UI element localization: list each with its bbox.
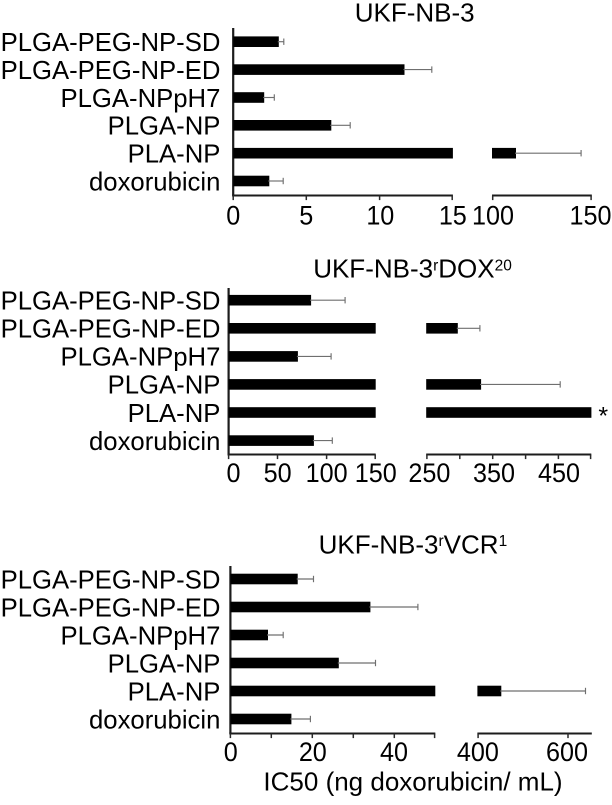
svg-text:PLGA-PEG-NP-SD: PLGA-PEG-NP-SD <box>1 29 221 57</box>
svg-text:100: 100 <box>306 459 348 488</box>
svg-text:400: 400 <box>457 738 499 767</box>
svg-text:UKF-NB-3rVCR1: UKF-NB-3rVCR1 <box>319 529 508 559</box>
svg-text:UKF-NB-3: UKF-NB-3 <box>355 0 475 28</box>
svg-text:PLGA-NP: PLGA-NP <box>108 113 221 141</box>
svg-text:PLGA-NP: PLGA-NP <box>108 372 221 400</box>
svg-text:20: 20 <box>299 738 327 767</box>
svg-text:PLGA-NP: PLGA-NP <box>108 650 221 678</box>
svg-text:PLGA-PEG-NP-SD: PLGA-PEG-NP-SD <box>1 566 221 594</box>
svg-text:40: 40 <box>380 738 408 767</box>
svg-text:PLA-NP: PLA-NP <box>128 400 221 428</box>
svg-text:PLGA-PEG-NP-ED: PLGA-PEG-NP-ED <box>1 316 221 344</box>
svg-text:PLGA-NPpH7: PLGA-NPpH7 <box>60 622 220 650</box>
svg-text:doxorubicin: doxorubicin <box>89 706 220 734</box>
svg-text:450: 450 <box>538 459 580 488</box>
svg-text:150: 150 <box>570 202 612 231</box>
svg-text:250: 250 <box>408 459 450 488</box>
svg-text:PLA-NP: PLA-NP <box>128 141 221 169</box>
svg-text:100: 100 <box>472 202 514 231</box>
svg-text:15: 15 <box>439 202 467 231</box>
svg-text:PLGA-NPpH7: PLGA-NPpH7 <box>60 344 220 372</box>
svg-text:PLGA-PEG-NP-ED: PLGA-PEG-NP-ED <box>1 594 221 622</box>
svg-text:doxorubicin: doxorubicin <box>89 168 220 196</box>
svg-text:*: * <box>598 403 608 431</box>
svg-text:PLA-NP: PLA-NP <box>128 678 221 706</box>
svg-text:600: 600 <box>546 738 588 767</box>
svg-text:PLGA-PEG-NP-SD: PLGA-PEG-NP-SD <box>1 288 221 316</box>
svg-text:0: 0 <box>224 738 238 767</box>
svg-text:PLGA-PEG-NP-ED: PLGA-PEG-NP-ED <box>1 57 221 85</box>
svg-text:5: 5 <box>299 202 313 231</box>
svg-text:PLGA-NPpH7: PLGA-NPpH7 <box>60 85 220 113</box>
svg-text:0: 0 <box>226 459 240 488</box>
svg-text:350: 350 <box>473 459 515 488</box>
svg-text:0: 0 <box>226 202 240 231</box>
svg-text:10: 10 <box>366 202 394 231</box>
svg-text:doxorubicin: doxorubicin <box>89 428 220 456</box>
svg-text:IC50 (ng doxorubicin/ mL): IC50 (ng doxorubicin/ mL) <box>263 767 562 797</box>
svg-text:UKF-NB-3rDOX20: UKF-NB-3rDOX20 <box>313 254 512 284</box>
svg-text:150: 150 <box>355 459 397 488</box>
svg-text:50: 50 <box>264 459 292 488</box>
